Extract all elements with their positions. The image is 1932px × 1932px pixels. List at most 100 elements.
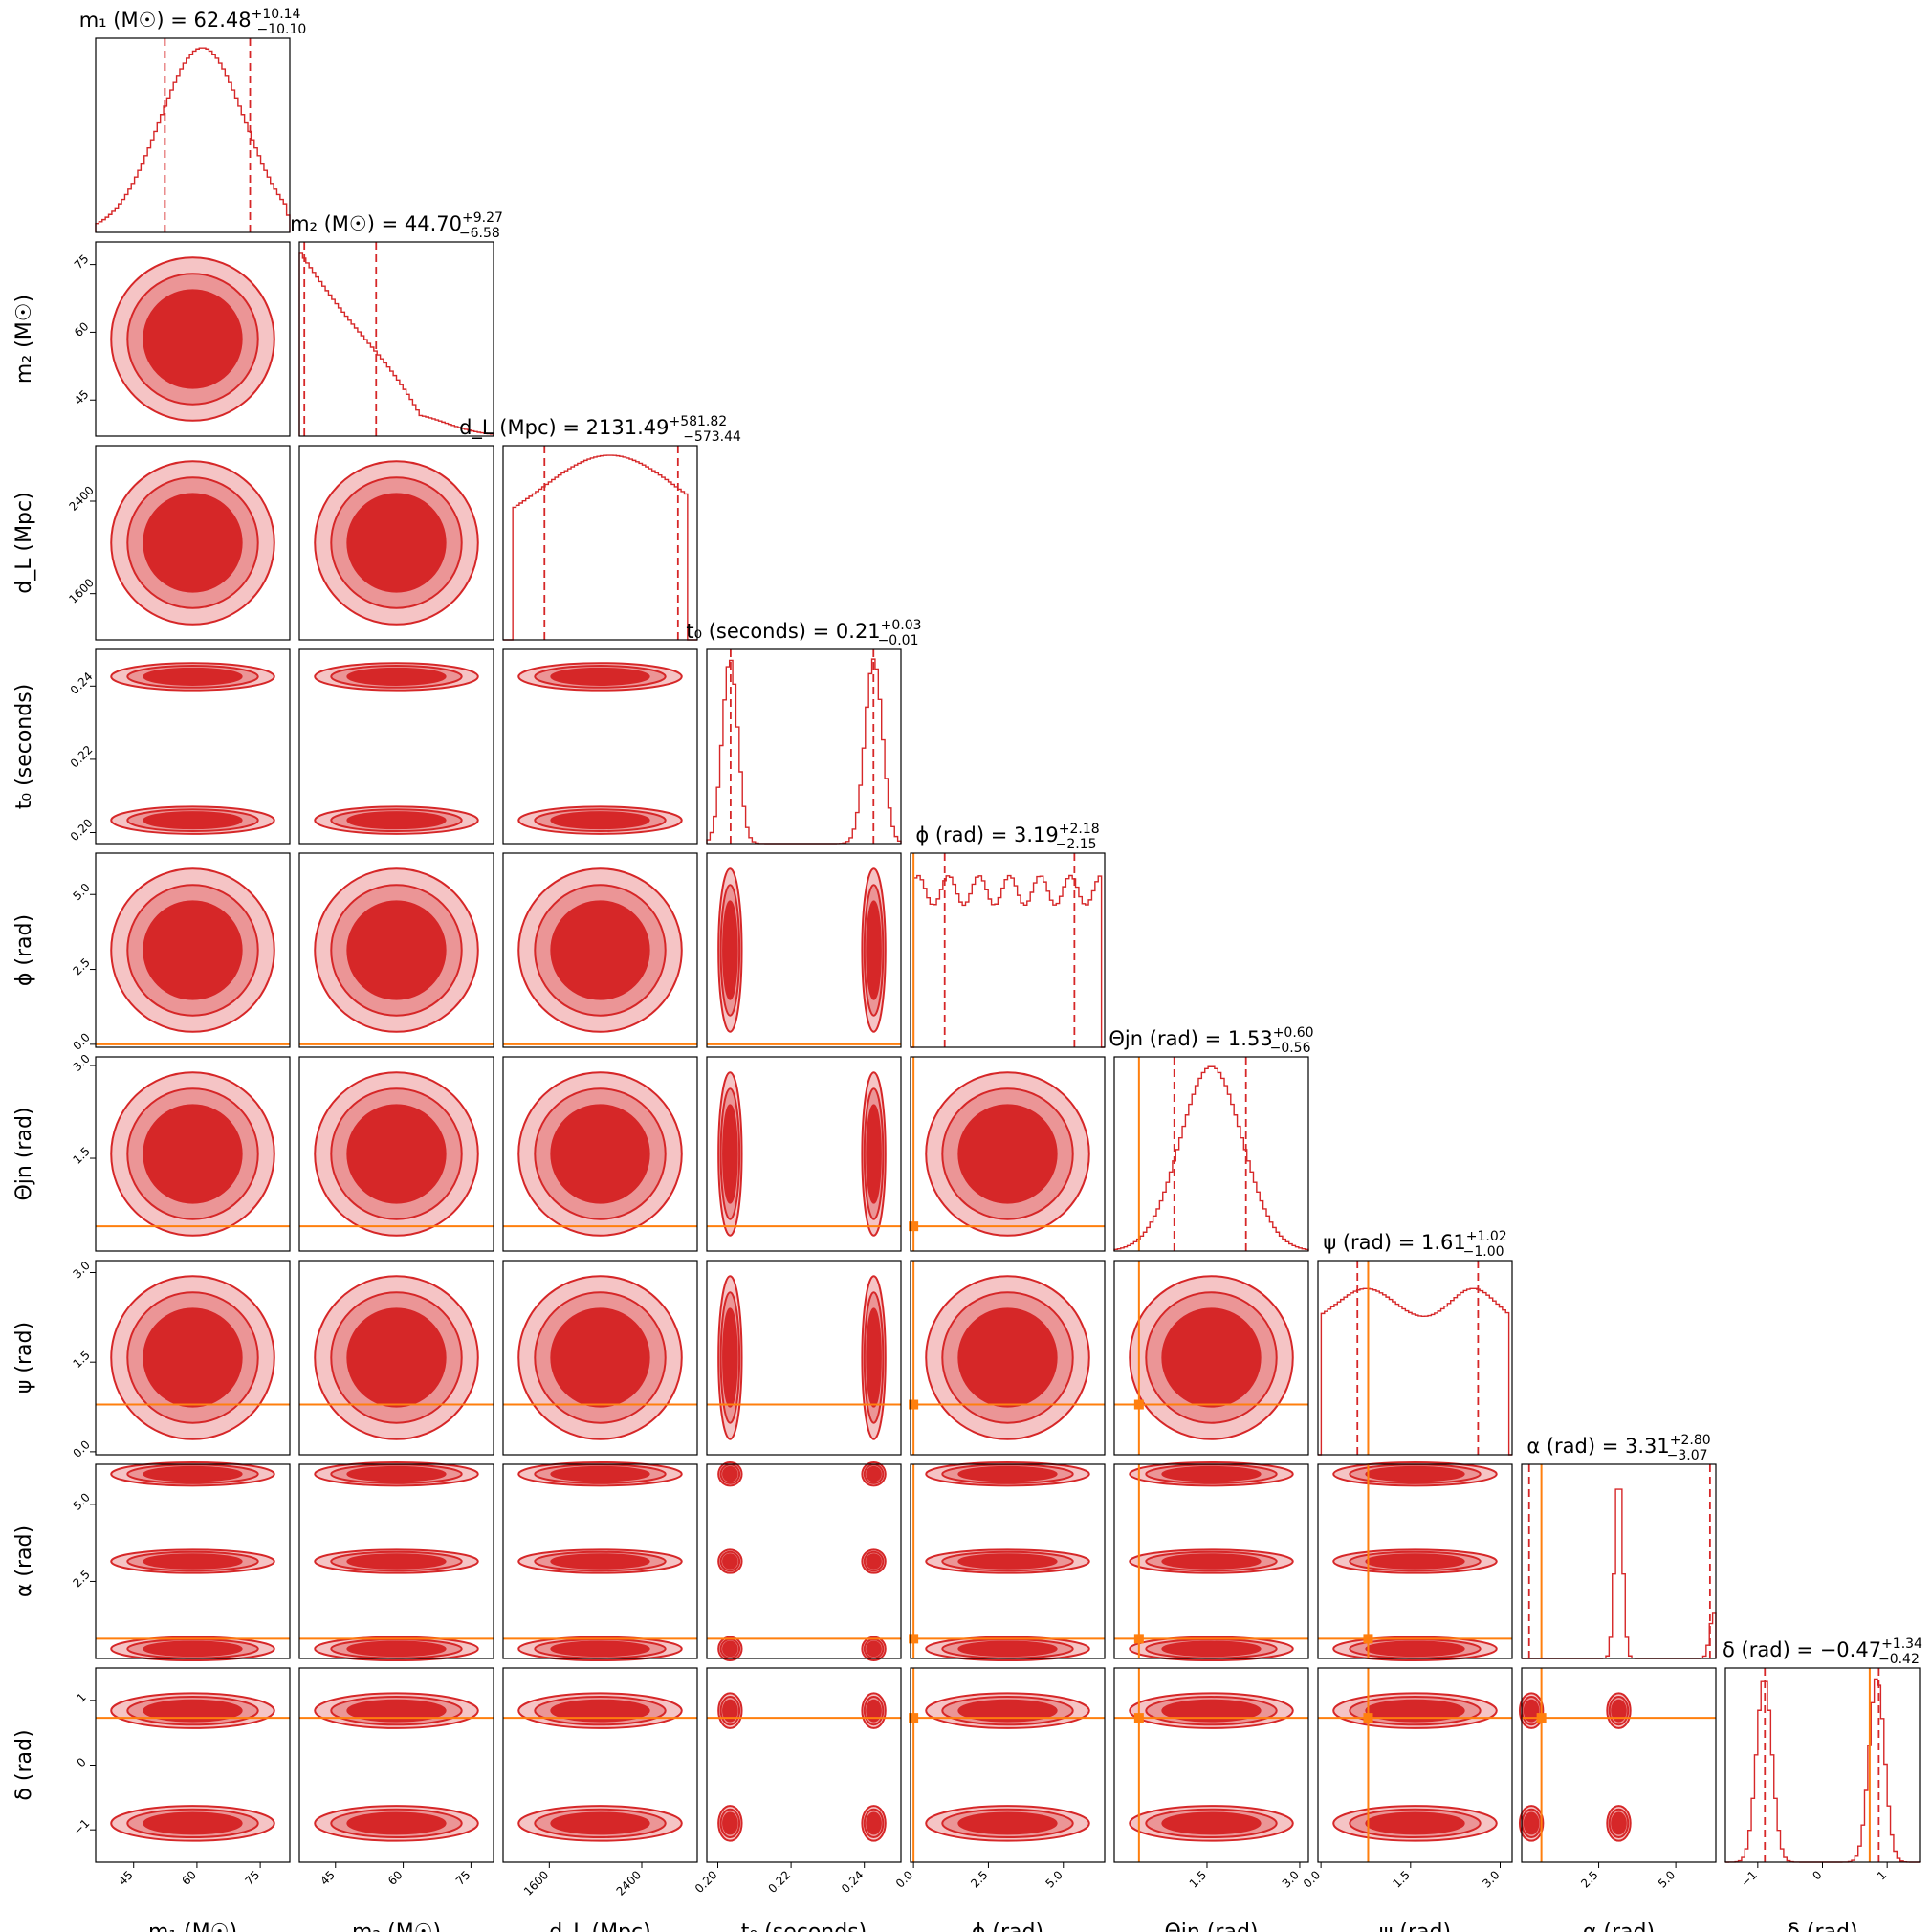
contour-t0-alpha-1-0-inner xyxy=(866,1553,882,1570)
contour-panel-m1-theta_jn xyxy=(95,1056,291,1252)
y-tick-label-t0-0: 0.20 xyxy=(68,816,96,844)
y-tick-label-phi-1: 2.5 xyxy=(70,955,92,977)
axis-frame-dL-delta xyxy=(502,1667,698,1863)
x-tick-label-theta_jn-0: 1.5 xyxy=(1187,1868,1209,1890)
x-tick-label-psi-1: 1.5 xyxy=(1391,1868,1413,1890)
x-tick-label-phi-0: 0.0 xyxy=(893,1868,915,1890)
contour-m1-alpha-0-2-inner xyxy=(143,1465,243,1482)
contour-psi-delta-0-1-inner xyxy=(1365,1699,1465,1723)
x-tick-label-phi-2: 5.0 xyxy=(1043,1868,1065,1890)
contour-panel-phi-theta_jn xyxy=(909,1056,1106,1252)
y-tick-label-psi-2: 3.0 xyxy=(70,1259,92,1281)
contour-psi-delta-0-0-inner xyxy=(1365,1811,1465,1835)
title-dL: d_L (Mpc) = 2131.49+581.82 −573.44 xyxy=(459,414,741,445)
contour-panel-t0-alpha xyxy=(706,1460,902,1662)
contour-t0-psi-1-0-inner xyxy=(866,1307,882,1408)
truth-marker-phi-psi xyxy=(909,1399,919,1410)
title-t0: t₀ (seconds) = 0.21+0.03 −0.01 xyxy=(686,618,921,648)
x-tick-label-m2-0: 45 xyxy=(318,1868,338,1888)
x-tick-label-m1-1: 60 xyxy=(179,1868,199,1888)
contour-t0-delta-0-1-inner xyxy=(722,1699,738,1723)
contour-panel-t0-theta_jn xyxy=(706,1056,902,1252)
contour-t0-theta_jn-0-0-inner xyxy=(722,1104,738,1204)
contour-dL-delta-0-0-inner xyxy=(550,1811,650,1835)
contour-t0-psi-0-0-inner xyxy=(722,1307,738,1408)
axis-frame-m2-psi xyxy=(298,1260,494,1456)
contour-t0-alpha-0-2-inner xyxy=(722,1465,738,1482)
y-tick-label-t0-1: 0.22 xyxy=(68,743,96,771)
axis-frame-phi-phi xyxy=(910,852,1106,1048)
contour-phi-alpha-0-1-inner xyxy=(957,1640,1058,1658)
contour-t0-phi-0-0-inner xyxy=(722,900,738,1000)
contour-panel-dL-phi xyxy=(502,852,698,1048)
contour-phi-theta_jn-0-0-inner xyxy=(957,1104,1058,1204)
title-minus-phi: −2.15 xyxy=(1056,837,1097,852)
x-tick-label-psi-2: 3.0 xyxy=(1480,1868,1502,1890)
histogram-phi xyxy=(911,874,1105,1048)
histogram-psi xyxy=(1318,1287,1512,1456)
contour-panel-dL-alpha xyxy=(502,1460,698,1662)
contour-panel-theta_jn-delta xyxy=(1113,1667,1309,1863)
truth-marker-theta_jn-psi xyxy=(1133,1399,1144,1410)
contour-m1-m2-0-0-inner xyxy=(143,289,243,389)
histogram-delta xyxy=(1725,1678,1920,1863)
axis-frame-psi-alpha xyxy=(1317,1463,1513,1659)
hist-panel-t0 xyxy=(706,648,902,845)
y-tick-label-phi-2: 5.0 xyxy=(70,881,92,903)
y-tick-label-dL-1: 2400 xyxy=(66,483,96,513)
truth-marker-phi-alpha xyxy=(909,1634,919,1644)
contour-panel-m1-delta xyxy=(95,1667,291,1863)
title-text-m2: m₂ (M☉) = 44.70 xyxy=(290,212,462,235)
contour-dL-alpha-0-1-inner xyxy=(550,1640,650,1658)
histogram-theta_jn xyxy=(1113,1065,1309,1251)
axis-frame-m2-phi xyxy=(298,852,494,1048)
contour-theta_jn-alpha-0-2-inner xyxy=(1161,1465,1262,1482)
title-minus-delta: −0.42 xyxy=(1878,1652,1920,1667)
contour-psi-alpha-0-1-inner xyxy=(1365,1640,1465,1658)
y-tick-label-phi-0: 0.0 xyxy=(70,1030,92,1052)
contour-t0-theta_jn-1-0-inner xyxy=(866,1104,882,1204)
axis-frame-m1-phi xyxy=(95,852,291,1048)
contour-panel-m2-delta xyxy=(298,1667,494,1863)
contour-panel-m1-phi xyxy=(95,852,291,1048)
y-axis-label-psi: ψ (rad) xyxy=(12,1322,36,1394)
contour-dL-delta-0-1-inner xyxy=(550,1699,650,1723)
title-alpha: α (rad) = 3.31+2.80 −3.07 xyxy=(1526,1433,1710,1463)
x-axis-label-m1: m₁ (M☉) xyxy=(148,1921,237,1932)
title-minus-theta_jn: −0.56 xyxy=(1270,1041,1311,1056)
y-tick-label-m2-2: 75 xyxy=(72,252,92,272)
x-tick-label-delta-2: 1 xyxy=(1875,1868,1889,1882)
contour-phi-delta-0-0-inner xyxy=(957,1811,1058,1835)
title-theta_jn: Θjn (rad) = 1.53+0.60 −0.56 xyxy=(1109,1025,1313,1056)
x-tick-label-theta_jn-1: 3.0 xyxy=(1280,1868,1302,1890)
contour-t0-alpha-1-2-inner xyxy=(866,1465,882,1482)
title-text-theta_jn: Θjn (rad) = 1.53 xyxy=(1109,1027,1272,1050)
hist-panel-dL xyxy=(502,445,698,641)
axis-frame-dL-theta_jn xyxy=(502,1056,698,1252)
x-axis-label-theta_jn: Θjn (rad) xyxy=(1164,1921,1258,1932)
axis-frame-m2-alpha xyxy=(298,1463,494,1659)
truth-marker-phi-delta xyxy=(909,1713,919,1723)
contour-dL-t0-0-0-inner xyxy=(550,811,650,830)
x-tick-label-delta-0: −1 xyxy=(1739,1868,1760,1889)
axis-frame-t0-psi xyxy=(706,1260,902,1456)
axis-frame-psi-psi xyxy=(1317,1260,1513,1456)
contour-psi-alpha-0-0-inner xyxy=(1365,1553,1465,1570)
title-minus-t0: −0.01 xyxy=(878,633,919,648)
y-tick-label-alpha-1: 5.0 xyxy=(70,1490,92,1512)
x-tick-label-delta-1: 0 xyxy=(1810,1868,1824,1882)
contour-panel-m1-t0 xyxy=(95,648,291,845)
contour-m1-alpha-0-1-inner xyxy=(143,1640,243,1658)
title-minus-m1: −10.10 xyxy=(256,22,306,37)
contour-t0-alpha-1-1-inner xyxy=(866,1640,882,1658)
hist-panel-alpha xyxy=(1521,1463,1717,1659)
title-delta: δ (rad) = −0.47+1.34 −0.42 xyxy=(1723,1636,1922,1667)
axis-frame-theta_jn-theta_jn xyxy=(1113,1056,1309,1252)
axis-frame-m1-theta_jn xyxy=(95,1056,291,1252)
contour-m2-delta-0-0-inner xyxy=(346,1811,447,1835)
contour-panel-phi-alpha xyxy=(909,1460,1106,1662)
contour-theta_jn-alpha-0-0-inner xyxy=(1161,1553,1262,1570)
y-axis-label-m2: m₂ (M☉) xyxy=(12,295,36,384)
hist-panel-psi xyxy=(1317,1260,1513,1456)
title-plus-t0: +0.03 xyxy=(881,618,922,633)
